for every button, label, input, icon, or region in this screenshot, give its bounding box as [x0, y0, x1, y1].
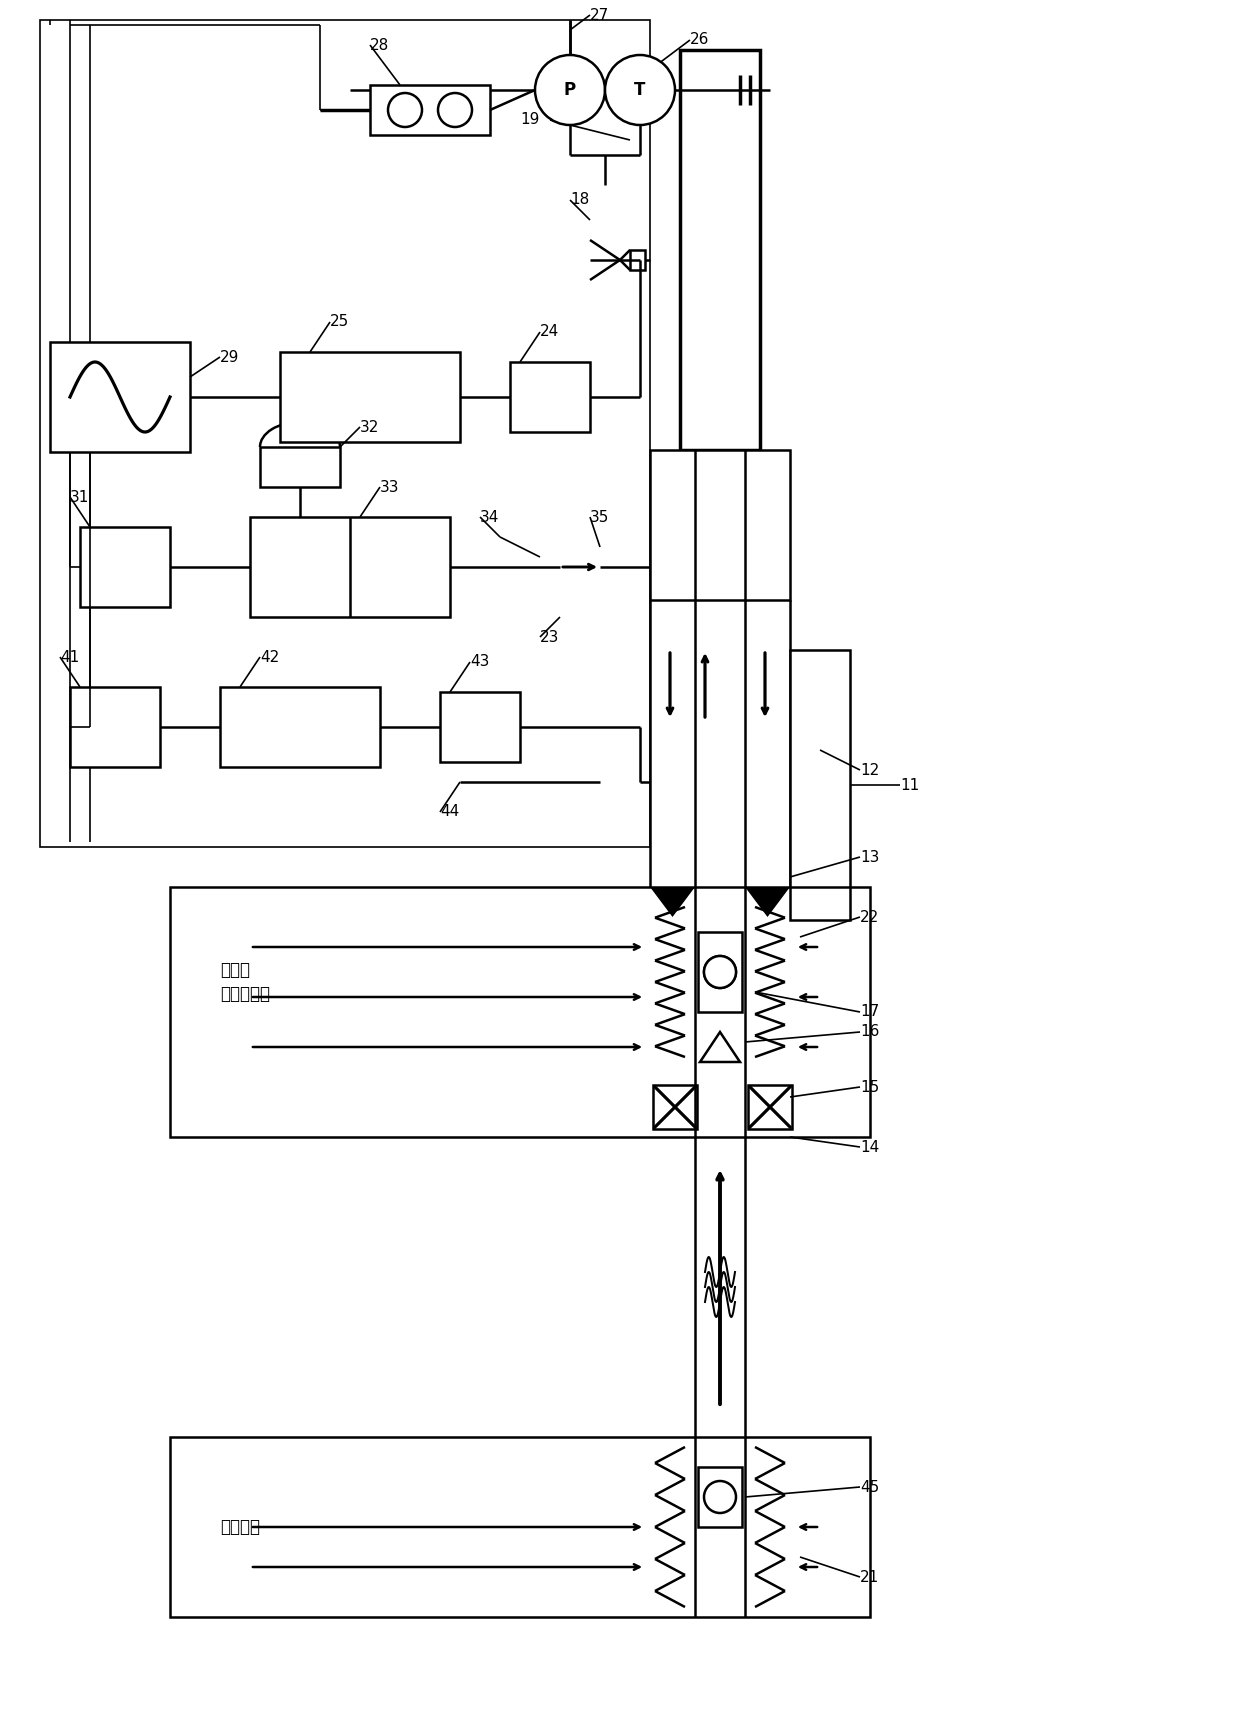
Bar [790, 651, 849, 920]
Text: 42: 42 [260, 649, 279, 664]
Text: 41: 41 [60, 649, 79, 664]
Text: 18: 18 [570, 192, 589, 208]
Bar [40, 21, 650, 846]
Bar [680, 50, 760, 450]
Text: 14: 14 [861, 1140, 879, 1154]
Text: T: T [635, 81, 646, 100]
Text: 22: 22 [861, 910, 879, 924]
Bar [630, 251, 645, 270]
Text: 16: 16 [861, 1025, 879, 1039]
Circle shape [388, 93, 422, 127]
Text: 天然气
水合物储层: 天然气 水合物储层 [219, 960, 270, 1003]
Text: 44: 44 [440, 805, 459, 819]
Circle shape [704, 956, 737, 987]
Bar [280, 352, 460, 441]
Text: 24: 24 [539, 325, 559, 340]
Text: 25: 25 [330, 314, 350, 330]
Bar [219, 687, 379, 767]
Text: 33: 33 [379, 479, 399, 494]
Bar [170, 888, 870, 1137]
Bar [440, 692, 520, 762]
Circle shape [704, 956, 737, 987]
Circle shape [438, 93, 472, 127]
Circle shape [534, 55, 605, 125]
Bar [370, 86, 490, 136]
Bar [69, 687, 160, 767]
Text: 11: 11 [900, 778, 919, 793]
Text: 34: 34 [480, 510, 500, 524]
Bar [698, 1466, 742, 1526]
Polygon shape [745, 888, 790, 917]
Text: 29: 29 [219, 350, 239, 364]
Bar [250, 517, 450, 616]
Text: 26: 26 [689, 33, 709, 48]
Text: 12: 12 [861, 762, 879, 778]
Text: 天然气藏: 天然气藏 [219, 1518, 260, 1537]
Circle shape [605, 55, 675, 125]
Text: 17: 17 [861, 1004, 879, 1020]
Bar [698, 932, 742, 1011]
Text: 27: 27 [590, 7, 609, 22]
Text: 19: 19 [520, 113, 539, 127]
Bar [653, 1085, 697, 1130]
Text: 32: 32 [360, 419, 379, 434]
Bar [650, 450, 790, 599]
Text: 23: 23 [539, 630, 559, 644]
Polygon shape [650, 888, 694, 917]
Text: 15: 15 [861, 1080, 879, 1094]
Text: 35: 35 [590, 510, 609, 524]
Bar [170, 1437, 870, 1617]
Text: 43: 43 [470, 654, 490, 670]
Bar [510, 362, 590, 433]
Text: P: P [564, 81, 577, 100]
Bar [81, 527, 170, 608]
Text: 21: 21 [861, 1569, 879, 1585]
Bar [260, 446, 340, 488]
Circle shape [704, 1482, 737, 1513]
Bar [748, 1085, 792, 1130]
Text: 28: 28 [370, 38, 389, 53]
Text: 45: 45 [861, 1480, 879, 1494]
Text: 31: 31 [69, 489, 89, 505]
Text: 13: 13 [861, 850, 879, 864]
Bar [50, 342, 190, 452]
